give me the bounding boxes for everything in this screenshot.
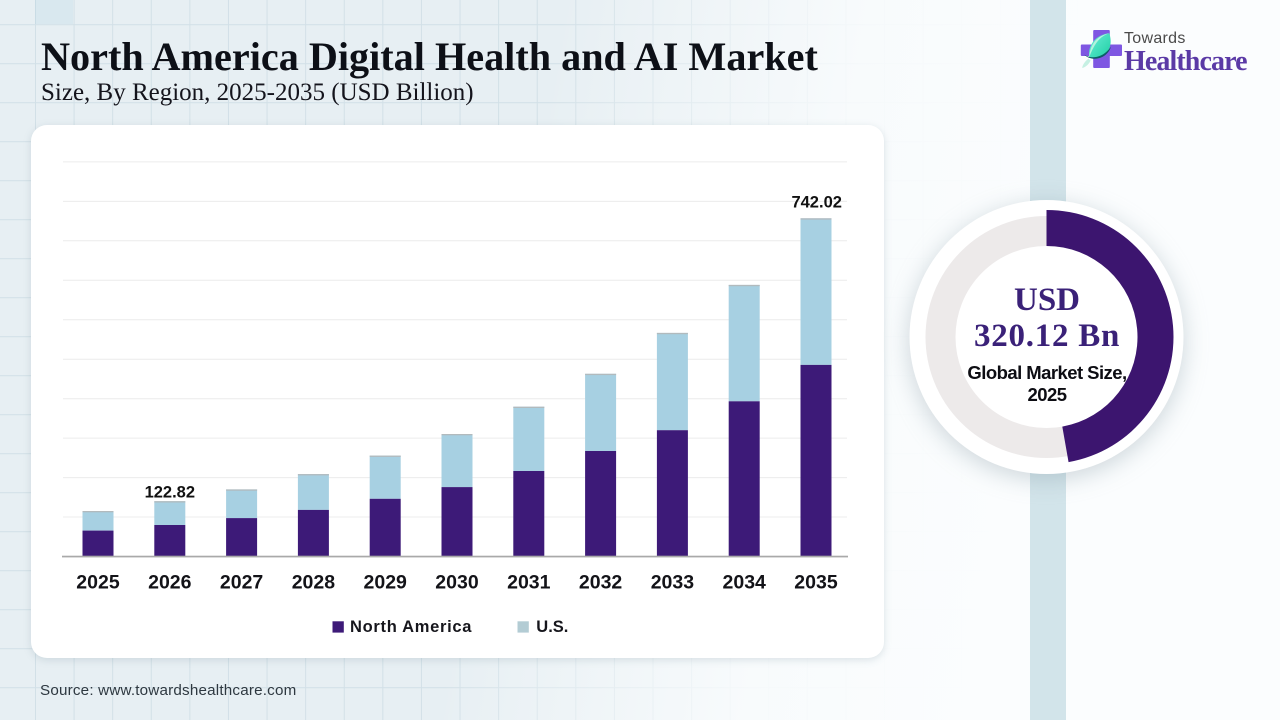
svg-text:2032: 2032 (579, 572, 623, 594)
svg-text:2031: 2031 (507, 572, 551, 594)
svg-text:North America: North America (350, 618, 472, 636)
svg-text:2034: 2034 (723, 572, 767, 594)
svg-text:2030: 2030 (435, 572, 479, 594)
svg-text:2028: 2028 (292, 572, 336, 594)
svg-text:742.02: 742.02 (791, 194, 841, 212)
svg-text:2033: 2033 (651, 572, 695, 594)
svg-text:2025: 2025 (76, 572, 120, 594)
svg-text:2027: 2027 (220, 572, 263, 594)
svg-text:2029: 2029 (364, 572, 408, 594)
svg-text:2035: 2035 (794, 572, 838, 594)
svg-text:U.S.: U.S. (536, 618, 568, 636)
svg-text:122.82: 122.82 (145, 484, 195, 502)
svg-text:2026: 2026 (148, 572, 192, 594)
